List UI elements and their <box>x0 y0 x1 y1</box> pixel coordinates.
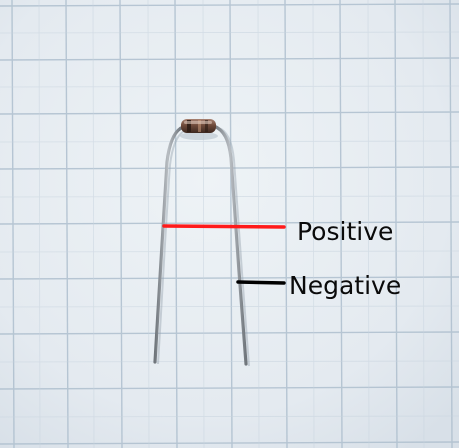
positive-marker-line <box>162 224 286 229</box>
positive-lead <box>153 126 183 364</box>
positive-label: Positive <box>297 217 394 246</box>
component-body <box>180 119 218 140</box>
negative-lead <box>212 124 248 366</box>
negative-label: Negative <box>289 271 402 300</box>
negative-marker-line <box>236 280 286 285</box>
lead-shadows <box>157 127 250 367</box>
